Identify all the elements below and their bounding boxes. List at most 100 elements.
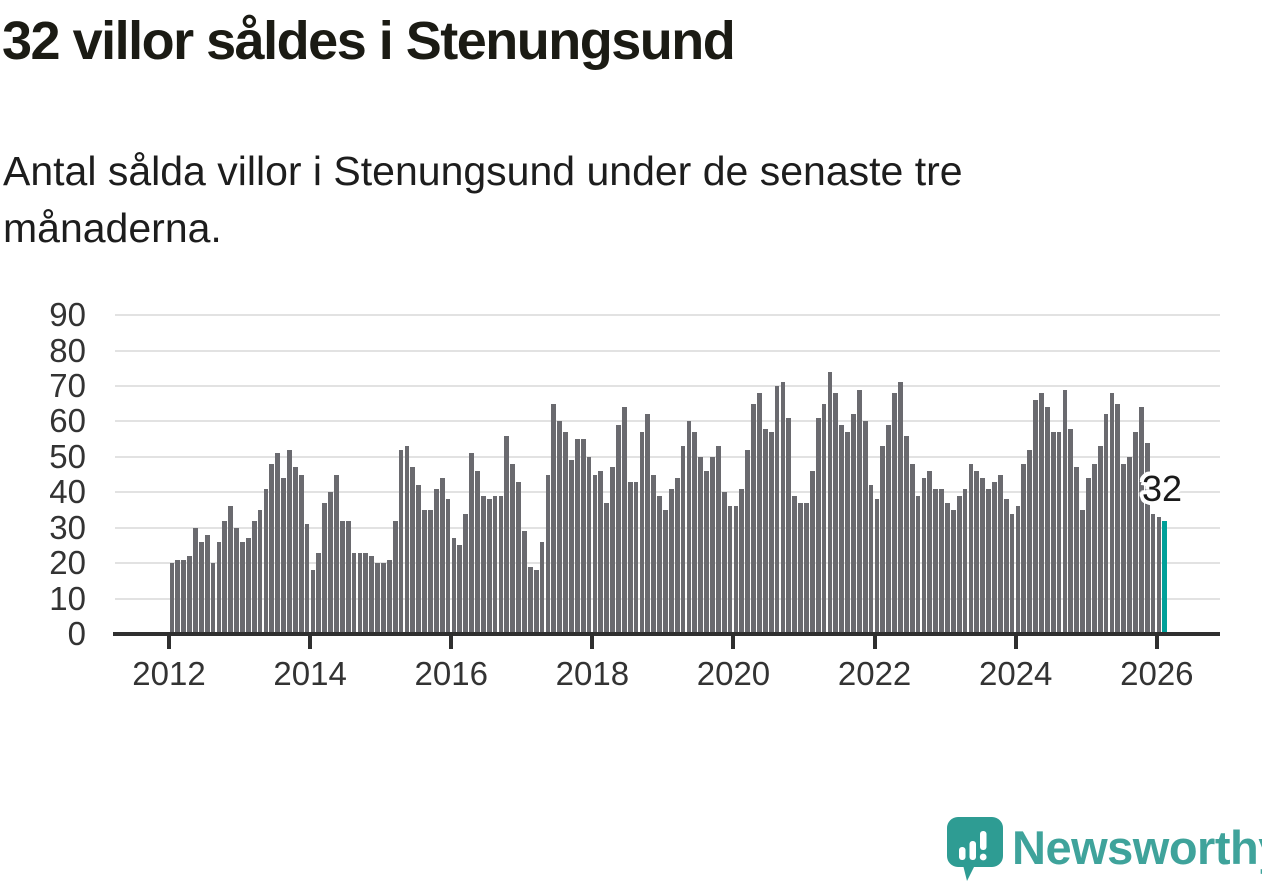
bar [1062,389,1068,634]
bar [621,407,627,634]
bar [216,541,222,634]
bar [392,520,398,634]
bar [175,559,181,634]
bar [1086,478,1091,634]
x-tick-label: 2020 [696,655,771,692]
bar [516,481,521,634]
bar [574,439,580,634]
bar [915,495,921,634]
bar [316,552,322,634]
bar [298,474,304,634]
bar [616,424,621,634]
bar [927,471,933,634]
bar [334,474,339,634]
bar [339,520,345,634]
bar [480,495,486,634]
bar [1103,414,1109,634]
chart-description: Antal sålda villor i Stenungsund under d… [3,148,963,251]
bar [1027,449,1033,634]
bar [751,403,756,634]
bar [610,467,615,634]
bar [739,488,745,634]
bar [445,499,451,634]
bar [422,509,427,634]
bar [181,559,187,634]
bar [245,538,251,634]
bar [868,485,874,634]
bar [1033,400,1038,634]
bar [968,463,974,634]
y-tick-label: 40 [49,473,86,511]
bar [533,570,539,634]
bar [851,414,856,634]
bar [762,428,768,634]
bar [992,481,997,634]
bar [328,492,333,634]
bar [457,545,463,634]
bar [745,449,751,634]
bar [604,502,610,634]
bar [580,439,586,634]
bar [945,502,950,634]
bar [345,520,351,634]
brand-footer: Newsworthy [946,812,1262,881]
bar [281,478,286,634]
bar [903,435,909,634]
bar [845,432,850,634]
bar [357,552,363,634]
x-axis-tick [590,636,595,649]
bar [275,453,281,634]
bar [909,463,915,634]
bar [433,488,439,634]
logo-bar-mid [969,841,976,860]
bar [645,414,651,634]
x-axis-line [113,632,1220,636]
y-tick-label: 30 [49,508,86,546]
bar [1133,432,1138,634]
bar [375,563,380,634]
bar [193,527,198,634]
bar [240,541,245,634]
bar [263,488,269,634]
x-axis-tick [731,636,736,649]
bar [398,449,404,634]
bar [363,552,369,634]
bar [663,509,668,634]
logo-exclamation-dot [979,853,987,861]
bar [257,509,263,634]
bar [921,478,927,634]
bar [1121,463,1127,634]
bar [369,556,375,634]
bar [198,541,204,634]
y-tick-label: 70 [49,366,86,404]
bar [827,371,833,634]
bar [657,495,662,634]
bar [1091,463,1097,634]
bar [733,506,739,634]
bar [721,492,727,634]
x-tick-label: 2016 [414,655,488,692]
bar [386,559,392,634]
bar [856,389,862,634]
bar [627,481,633,634]
bar [704,471,709,634]
y-tick-label: 90 [49,296,86,334]
bar [381,563,386,634]
x-tick-label: 2012 [132,655,206,692]
bar [774,385,780,634]
bar [633,481,639,634]
bar [874,499,880,634]
bar [1144,442,1150,634]
bar [1127,456,1132,634]
bar [757,393,762,634]
bar [792,495,798,634]
x-tick-label: 2024 [979,655,1053,692]
bar [956,495,962,634]
bar [569,460,574,634]
y-tick-label: 10 [49,579,86,617]
bar [410,467,416,634]
bar [351,552,357,634]
brand-name: Newsworthy [1012,821,1262,874]
gridline [115,384,1220,387]
bar [1021,463,1027,634]
